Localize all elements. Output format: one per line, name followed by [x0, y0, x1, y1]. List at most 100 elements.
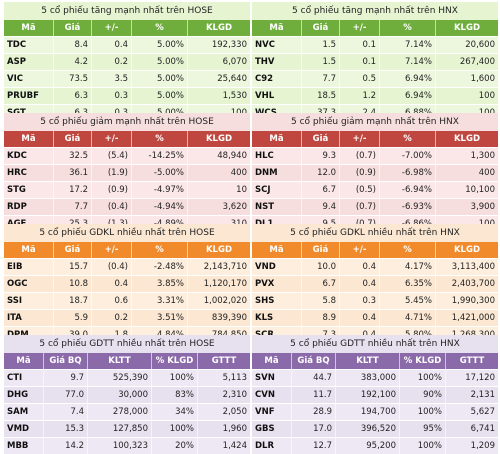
- table-cell: 1,421,000: [451, 313, 495, 323]
- stock-symbol: MBB: [4, 438, 44, 454]
- table-cell: 12.7: [292, 438, 336, 454]
- column-header: Giá: [302, 131, 340, 147]
- column-header: +/-: [340, 242, 380, 258]
- panel-title: 5 cổ phiếu giảm mạnh nhất trên HNX: [252, 113, 498, 131]
- table-cell: 1.5: [302, 54, 340, 70]
- column-header: Mã: [4, 131, 54, 147]
- table-cell: 0.4: [340, 259, 380, 275]
- column-header: Mã: [252, 20, 302, 36]
- column-header: Mã: [252, 353, 292, 369]
- stock-symbol: RDP: [4, 199, 54, 215]
- table-row: CVN 11.7 192,100 90% 2,131: [252, 386, 498, 403]
- table-cell: 3,113,400: [451, 262, 495, 272]
- stock-symbol: VNF: [252, 404, 292, 420]
- table-cell: 20,600: [465, 40, 495, 50]
- table-cell: 0.1: [340, 54, 380, 70]
- table-cell: 100%: [152, 370, 198, 386]
- table-row: KLS 8.9 0.4 4.71% 1,421,000: [252, 309, 498, 326]
- table-row: THV 1.5 0.1 7.14% 267,400: [252, 53, 498, 70]
- table-row: HRC 36.1 (1.9) -5.00% 400: [4, 164, 250, 181]
- table-cell: 17.0: [292, 421, 336, 437]
- table-cell: 2,403,700: [451, 279, 495, 289]
- table-cell: -6.98%: [380, 165, 436, 181]
- table-cell: (0.9): [92, 182, 132, 198]
- table-cell: 0.5: [340, 71, 380, 87]
- table-cell: 1.5: [302, 37, 340, 53]
- table-cell: 278,000: [88, 404, 152, 420]
- table-cell: 3,620: [222, 202, 247, 212]
- table-cell: 5.00%: [132, 54, 188, 70]
- table-cell: 15.3: [44, 421, 88, 437]
- column-header: +/-: [340, 131, 380, 147]
- table-body: CTI 9.7 525,390 100% 5,113 DHG 77.0 30,000 83% 2,…: [4, 369, 250, 454]
- table-cell: 18.5: [302, 88, 340, 104]
- table-row: ITA 5.9 0.2 3.51% 839,390: [4, 309, 250, 326]
- table-row: DLR 12.7 95,200 100% 1,209: [252, 437, 498, 454]
- table-cell: 4.2: [54, 54, 92, 70]
- table-row: SVN 44.7 383,000 100% 17,120: [252, 369, 498, 386]
- stock-symbol: SCJ: [252, 182, 302, 198]
- table-cell: 1.2: [340, 88, 380, 104]
- table-cell: 5.00%: [132, 88, 188, 104]
- table-cell: 1,530: [222, 91, 247, 101]
- table-cell: 30,000: [88, 387, 152, 403]
- table-cell: 95,200: [336, 438, 400, 454]
- table-cell: 48,940: [217, 151, 247, 161]
- table-cell: (5.4): [92, 148, 132, 164]
- table-cell: 8.9: [302, 310, 340, 326]
- table-cell: 100: [478, 91, 495, 101]
- stock-symbol: ASP: [4, 54, 54, 70]
- column-header: Mã: [4, 353, 44, 369]
- column-header: %: [380, 242, 436, 258]
- panel-title: 5 cổ phiếu GDTT nhiều nhất trên HNX: [252, 335, 498, 353]
- table-row: C92 7.7 0.5 6.94% 1,600: [252, 70, 498, 87]
- column-header: +/-: [92, 242, 132, 258]
- table-header: Mã Giá +/-% KLGD: [252, 242, 498, 258]
- table-cell: 6.35%: [380, 276, 436, 292]
- table-cell: 100%: [400, 438, 446, 454]
- table-cell: 6.94%: [380, 88, 436, 104]
- table-cell: 0.2: [92, 310, 132, 326]
- table-cell: 2,131: [470, 390, 495, 400]
- table-header: Mã Giá +/-% KLGD: [252, 131, 498, 147]
- stock-symbol: NST: [252, 199, 302, 215]
- stock-symbol: HRC: [4, 165, 54, 181]
- table-row: EIB 15.7 (0.4) -2.48% 2,143,710: [4, 258, 250, 275]
- stock-symbol: TDC: [4, 37, 54, 53]
- table-cell: 4.71%: [380, 310, 436, 326]
- table-cell: 0.3: [92, 88, 132, 104]
- stock-symbol: SVN: [252, 370, 292, 386]
- table-header: Mã Giá +/-% KLGD: [4, 20, 250, 36]
- table-row: MBB 14.2 100,323 20% 1,424: [4, 437, 250, 454]
- column-header: KLGD: [205, 134, 233, 144]
- column-header: % KLGD: [400, 353, 446, 369]
- table-cell: 7.4: [44, 404, 88, 420]
- column-header: Giá: [302, 242, 340, 258]
- table-cell: 5.8: [302, 293, 340, 309]
- stock-symbol: C92: [252, 71, 302, 87]
- table-cell: 17.2: [54, 182, 92, 198]
- table-cell: -6.93%: [380, 199, 436, 215]
- table-cell: (1.9): [92, 165, 132, 181]
- table-body: VND 10.0 0.4 4.17% 3,113,400 PVX 6.7 0.4 6.35% 2,…: [252, 258, 498, 343]
- stock-symbol: SHS: [252, 293, 302, 309]
- table-cell: 0.3: [340, 293, 380, 309]
- table-cell: 77.0: [44, 387, 88, 403]
- table-cell: 192,100: [336, 387, 400, 403]
- table-cell: 1,300: [470, 151, 495, 161]
- table-cell: 400: [230, 168, 247, 178]
- stock-symbol: SAM: [4, 404, 44, 420]
- stock-symbol: EIB: [4, 259, 54, 275]
- panel-hose-down: 5 cổ phiếu giảm mạnh nhất trên HOSE Mã Giá…: [4, 113, 250, 232]
- column-header: +/-: [92, 131, 132, 147]
- table-cell: (0.7): [340, 199, 380, 215]
- stock-symbol: PVX: [252, 276, 302, 292]
- panel-hose-gdtt: 5 cổ phiếu GDTT nhiều nhất trên HOSE Mã Gi…: [4, 335, 250, 454]
- table-row: TDC 8.4 0.4 5.00% 192,330: [4, 36, 250, 53]
- table-cell: 0.2: [92, 54, 132, 70]
- table-cell: -2.48%: [132, 259, 188, 275]
- table-cell: 3,900: [470, 202, 495, 212]
- stock-symbol: VMD: [4, 421, 44, 437]
- table-row: PRUBF 6.3 0.3 5.00% 1,530: [4, 87, 250, 104]
- stock-symbol: OGC: [4, 276, 54, 292]
